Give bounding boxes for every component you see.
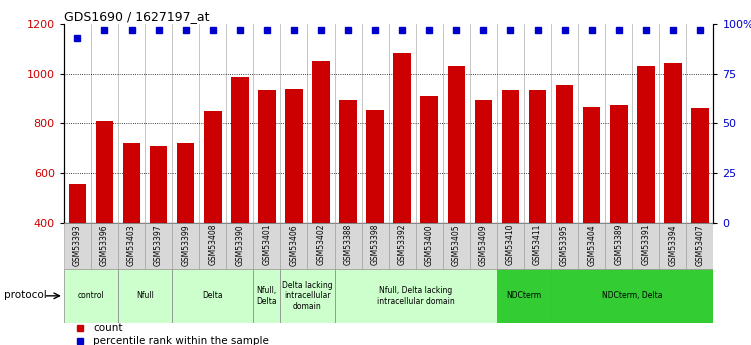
Bar (524, 223, 551, 269)
Bar (258, 90, 276, 322)
Text: GSM53409: GSM53409 (479, 224, 488, 266)
Bar (149, 146, 167, 322)
Bar (68, 184, 86, 322)
Bar (122, 143, 140, 322)
Text: GSM53398: GSM53398 (370, 224, 379, 265)
Bar (551, 269, 713, 323)
Bar (529, 90, 546, 322)
Bar (443, 223, 470, 269)
Text: GSM53407: GSM53407 (695, 224, 704, 266)
Text: Nfull: Nfull (136, 291, 154, 300)
Text: GSM53394: GSM53394 (668, 224, 677, 266)
Text: GSM53401: GSM53401 (262, 224, 271, 265)
Bar (145, 223, 172, 269)
Text: GSM53405: GSM53405 (452, 224, 461, 266)
Bar (389, 223, 416, 269)
Text: GSM53410: GSM53410 (506, 224, 515, 265)
Text: GSM53411: GSM53411 (533, 224, 542, 265)
Text: GSM53404: GSM53404 (587, 224, 596, 266)
Text: control: control (77, 291, 104, 300)
Text: GSM53402: GSM53402 (316, 224, 325, 265)
Bar (339, 100, 357, 322)
Text: GSM53399: GSM53399 (181, 224, 190, 266)
Bar (421, 96, 438, 322)
Bar (448, 66, 465, 322)
Text: percentile rank within the sample: percentile rank within the sample (93, 336, 269, 345)
Text: protocol: protocol (4, 290, 47, 300)
Bar (475, 100, 492, 322)
Text: GSM53403: GSM53403 (127, 224, 136, 266)
Bar (366, 110, 384, 322)
Text: GSM53389: GSM53389 (614, 224, 623, 265)
Bar (204, 111, 222, 322)
Bar (334, 223, 361, 269)
Bar (361, 223, 389, 269)
Bar (502, 90, 519, 322)
Text: GSM53396: GSM53396 (100, 224, 109, 266)
Bar (416, 223, 443, 269)
Bar (470, 223, 497, 269)
Bar (664, 62, 682, 322)
Bar (199, 223, 226, 269)
Bar (497, 223, 524, 269)
Text: GSM53391: GSM53391 (641, 224, 650, 265)
Bar (176, 143, 195, 322)
Text: NDCterm: NDCterm (506, 291, 541, 300)
Text: GSM53397: GSM53397 (154, 224, 163, 266)
Bar (253, 269, 280, 323)
Bar (95, 121, 113, 322)
Bar (691, 108, 709, 322)
Bar (312, 61, 330, 322)
Text: GSM53392: GSM53392 (398, 224, 407, 265)
Text: GDS1690 / 1627197_at: GDS1690 / 1627197_at (64, 10, 210, 23)
Bar (578, 223, 605, 269)
Bar (231, 78, 249, 322)
Bar (307, 223, 334, 269)
Text: GSM53408: GSM53408 (208, 224, 217, 265)
Bar (64, 223, 91, 269)
Text: GSM53390: GSM53390 (235, 224, 244, 266)
Bar (280, 223, 307, 269)
Bar (659, 223, 686, 269)
Bar (497, 269, 551, 323)
Bar (91, 223, 118, 269)
Bar (605, 223, 632, 269)
Bar (172, 223, 199, 269)
Text: Delta: Delta (202, 291, 223, 300)
Text: GSM53395: GSM53395 (560, 224, 569, 266)
Text: Nfull, Delta lacking
intracellular domain: Nfull, Delta lacking intracellular domai… (377, 286, 454, 306)
Bar (118, 269, 172, 323)
Bar (394, 53, 411, 322)
Bar (556, 85, 573, 322)
Bar (686, 223, 713, 269)
Text: NDCterm, Delta: NDCterm, Delta (602, 291, 662, 300)
Bar (64, 269, 118, 323)
Bar (253, 223, 280, 269)
Bar (285, 89, 303, 322)
Bar (632, 223, 659, 269)
Bar (637, 66, 655, 322)
Bar (334, 269, 497, 323)
Bar (610, 105, 628, 322)
Bar (226, 223, 253, 269)
Text: GSM53400: GSM53400 (425, 224, 434, 266)
Bar (551, 223, 578, 269)
Text: count: count (93, 323, 122, 333)
Bar (118, 223, 145, 269)
Text: GSM53393: GSM53393 (73, 224, 82, 266)
Bar (583, 107, 601, 322)
Text: Delta lacking
intracellular
domain: Delta lacking intracellular domain (282, 281, 333, 311)
Bar (172, 269, 253, 323)
Text: Nfull,
Delta: Nfull, Delta (257, 286, 277, 306)
Text: GSM53406: GSM53406 (289, 224, 298, 266)
Text: GSM53388: GSM53388 (343, 224, 352, 265)
Bar (280, 269, 334, 323)
